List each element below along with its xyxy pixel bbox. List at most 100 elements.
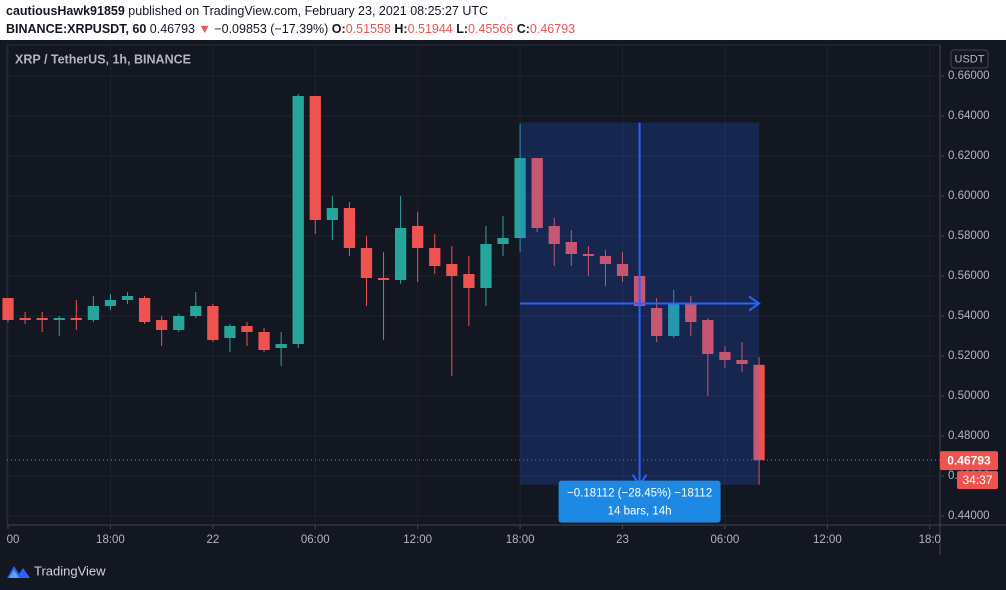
- header: cautiousHawk91859 published on TradingVi…: [0, 0, 1006, 40]
- y-tick-label: 0.62000: [948, 150, 990, 162]
- candle-body: [429, 248, 441, 266]
- candle-body: [463, 274, 475, 288]
- x-tick-label: 18:00: [96, 534, 125, 546]
- y-tick-label: 0.50000: [948, 390, 990, 402]
- ohlc-label: H:: [394, 22, 408, 36]
- grid: [7, 45, 940, 525]
- overlay: −0.18112 (−28.45%) −18112 14 bars, 14h: [7, 122, 940, 523]
- measure-label: −0.18112 (−28.45%) −18112: [567, 488, 712, 500]
- candle-body: [53, 318, 65, 320]
- logo-shape: [9, 570, 19, 578]
- candle-body: [326, 208, 338, 220]
- y-tick-label: 0.52000: [948, 350, 990, 362]
- candle-body: [275, 344, 287, 348]
- candle-body: [651, 308, 663, 336]
- symbol: BINANCE:XRPUSDT, 60: [6, 22, 147, 36]
- measure-h-head: [748, 295, 761, 312]
- candle-body: [19, 318, 31, 320]
- candle-body: [241, 326, 253, 332]
- x-tick-label: 22: [206, 534, 219, 546]
- brand-logo: [7, 566, 30, 578]
- candle-body: [736, 360, 748, 364]
- ohlc-label: C:: [516, 22, 530, 36]
- candle-body: [36, 318, 48, 320]
- candle-body: [719, 352, 731, 360]
- candle-body: [668, 304, 680, 336]
- candle-body: [480, 244, 492, 288]
- down-arrow: ▼: [198, 22, 211, 36]
- y-tick-label: 0.56000: [948, 270, 990, 282]
- candle-body: [70, 318, 82, 320]
- candle-body: [497, 238, 509, 244]
- candle-body: [224, 326, 236, 338]
- currency: USDT: [955, 53, 985, 65]
- y-tick-label: 0.44000: [948, 510, 990, 522]
- candle-body: [2, 298, 14, 320]
- candle-body: [87, 306, 100, 320]
- x-tick-label: 12:00: [403, 534, 432, 546]
- x-tick-label: 18:0: [919, 534, 941, 546]
- x-tick-label: 06:00: [301, 534, 330, 546]
- low-value: 0.45566: [468, 22, 514, 36]
- brand: TradingView: [34, 563, 106, 578]
- change: −0.09853 (−17.39%): [214, 22, 329, 36]
- candle-body: [412, 226, 424, 248]
- candle-body: [548, 226, 560, 244]
- y-tick-label: 0.64000: [948, 110, 990, 122]
- countdown: 34:37: [962, 473, 992, 487]
- price-label: 0.46793: [947, 453, 991, 467]
- candles: [2, 94, 765, 485]
- candle-body: [258, 332, 270, 350]
- candle-body: [446, 264, 458, 276]
- x-tick-label: 12:00: [813, 534, 842, 546]
- countdown-box: [957, 471, 998, 490]
- open-value: 0.51558: [345, 22, 391, 36]
- candle-body: [104, 300, 117, 306]
- candle-body: [599, 256, 612, 264]
- x-tick-label: 06:00: [711, 534, 740, 546]
- y-tick-label: 0.60000: [948, 190, 990, 202]
- candle-body: [121, 296, 134, 300]
- measure-tooltip: [558, 480, 721, 523]
- candle-body: [190, 306, 202, 316]
- x-tick-label: 23: [616, 534, 629, 546]
- published: published on TradingView.com, February 2…: [128, 4, 489, 18]
- y-tick-label: 0.58000: [948, 230, 990, 242]
- x-tick-label: 00: [7, 534, 20, 546]
- candle-body: [685, 304, 697, 322]
- candle-body: [360, 248, 373, 278]
- x-tick-label: 18:00: [506, 534, 535, 546]
- candle-body: [514, 158, 526, 238]
- measure-bars-label: 14 bars, 14h: [608, 506, 672, 518]
- candle-body: [565, 242, 577, 254]
- ohlc-label: L:: [456, 22, 469, 36]
- currency-box: [950, 49, 989, 69]
- candle-body: [702, 320, 714, 354]
- candle-body: [156, 320, 168, 330]
- price-label-box: [940, 451, 998, 471]
- candle-body: [309, 96, 321, 220]
- candle-body: [753, 364, 765, 461]
- close-value: 0.46793: [529, 22, 576, 36]
- candle-body: [582, 254, 595, 256]
- candle-body: [531, 158, 543, 228]
- author: cautiousHawk91859: [6, 4, 125, 18]
- footer: [0, 555, 1006, 590]
- ohlc-label: O:: [331, 22, 346, 36]
- candle-body: [138, 298, 151, 322]
- chart-background: [0, 40, 1006, 555]
- chart-title: XRP / TetherUS, 1h, BINANCE: [15, 52, 191, 66]
- candle-body: [343, 208, 356, 248]
- candle-body: [394, 228, 407, 280]
- candle-body: [292, 96, 304, 344]
- high-value: 0.51944: [407, 22, 453, 36]
- candle-body: [207, 306, 219, 340]
- last-price: 0.46793: [149, 22, 195, 36]
- y-tick-label: 0.54000: [948, 310, 990, 322]
- candle-body: [173, 316, 185, 330]
- y-tick-label: 0.48000: [948, 430, 990, 442]
- candle-body: [616, 264, 629, 276]
- candle-body: [377, 278, 390, 280]
